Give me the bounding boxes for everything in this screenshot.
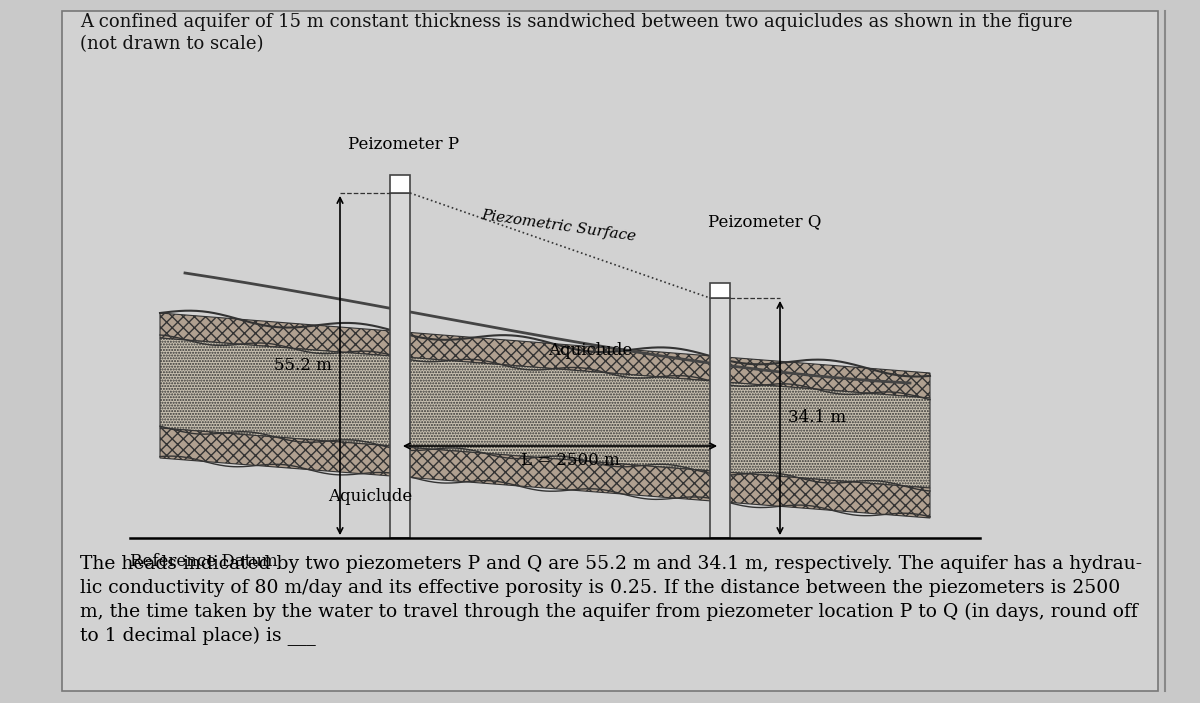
Polygon shape [160, 338, 930, 488]
Text: 34.1 m: 34.1 m [788, 410, 846, 427]
Bar [710, 298, 730, 538]
Polygon shape [160, 313, 930, 398]
Text: Piezometric Surface: Piezometric Surface [480, 208, 637, 244]
Text: A confined aquifer of 15 m constant thickness is sandwiched between two aquiclud: A confined aquifer of 15 m constant thic… [80, 13, 1073, 31]
Polygon shape [160, 428, 930, 518]
Text: lic conductivity of 80 m/day and its effective porosity is 0.25. If the distance: lic conductivity of 80 m/day and its eff… [80, 579, 1121, 597]
Text: 55.2 m: 55.2 m [274, 357, 332, 374]
Text: Peizometer P: Peizometer P [348, 136, 460, 153]
Text: m, the time taken by the water to travel through the aquifer from piezometer loc: m, the time taken by the water to travel… [80, 603, 1138, 621]
Bar [390, 175, 410, 193]
Text: Reference Datum: Reference Datum [130, 553, 277, 570]
Text: The heads indicated by two piezometers P and Q are 55.2 m and 34.1 m, respective: The heads indicated by two piezometers P… [80, 555, 1142, 573]
Text: Aquiclude: Aquiclude [328, 488, 412, 505]
Text: Peizometer Q: Peizometer Q [708, 213, 822, 230]
Bar [390, 193, 410, 538]
Text: (not drawn to scale): (not drawn to scale) [80, 35, 264, 53]
Bar [710, 283, 730, 298]
Text: L = 2500 m: L = 2500 m [521, 452, 619, 469]
Text: to 1 decimal place) is ___: to 1 decimal place) is ___ [80, 627, 316, 646]
Text: Aquiclude: Aquiclude [548, 342, 632, 359]
